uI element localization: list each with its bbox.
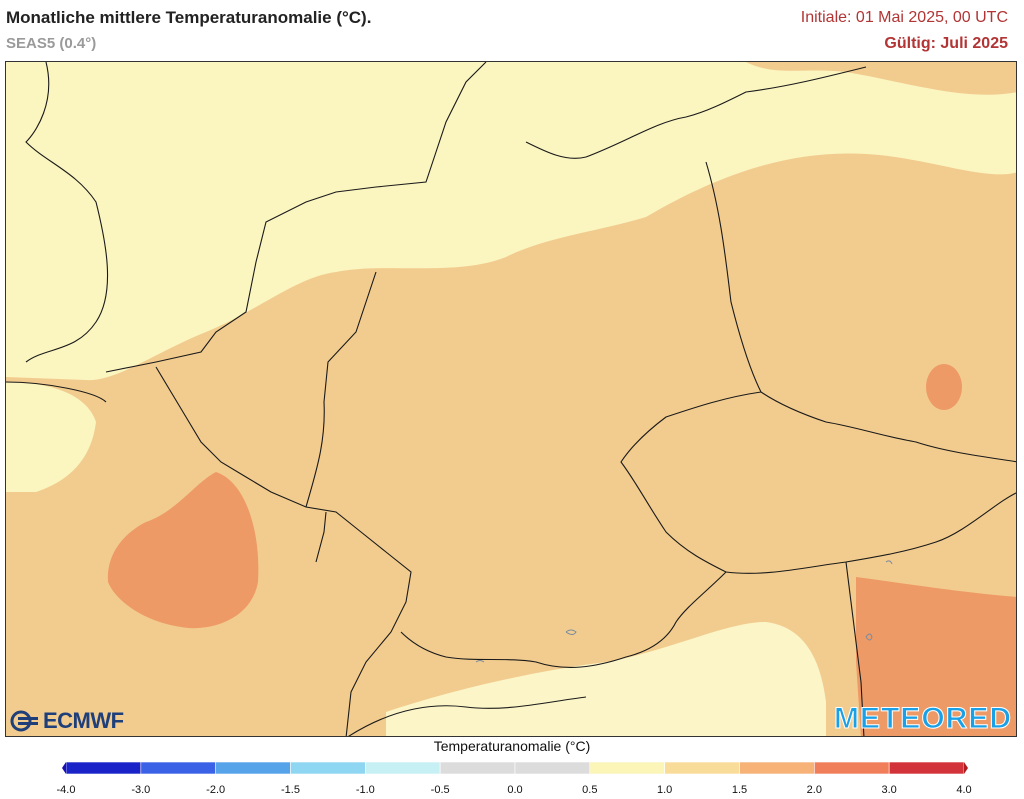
anomaly-zone-baltic: [746, 62, 1016, 95]
ecmwf-wordmark: ECMWF: [43, 708, 124, 733]
colorbar: [62, 761, 968, 775]
colorbar-cell: [140, 761, 216, 775]
colorbar-tick-label: -1.0: [355, 784, 375, 796]
model-label: SEAS5 (0.4°): [6, 35, 97, 52]
map-title: Monatliche mittlere Temperaturanomalie (…: [6, 8, 372, 27]
colorbar-tick-label: 2.0: [806, 784, 822, 796]
colorbar-cell: [814, 761, 890, 775]
colorbar-tick-label: -0.5: [430, 784, 450, 796]
valid-period: Gültig: Juli 2025: [884, 35, 1008, 52]
meteored-logo: METEORED: [833, 702, 1012, 736]
colorbar-tick-label: -4.0: [56, 784, 76, 796]
colorbar-high-arrow: [964, 762, 968, 774]
map-canvas: [6, 62, 1016, 736]
colorbar-cell: [739, 761, 815, 775]
anomaly-zone-alps: [386, 622, 826, 736]
ecmwf-icon: [10, 710, 38, 732]
colorbar-tick-label: 0.5: [582, 784, 598, 796]
colorbar-cell: [365, 761, 441, 775]
colorbar-cell: [514, 761, 591, 775]
anomaly-zone-france: [107, 472, 259, 629]
colorbar-tick-label: 4.0: [956, 784, 972, 796]
colorbar-labels: -4.0 -3.0 -2.0 -1.5 -1.0 -0.5 0.0 0.5 1.0 1.5 2.0 3…: [0, 784, 1024, 798]
colorbar-tick-label: 1.5: [731, 784, 748, 796]
colorbar-tick-label: 3.0: [881, 784, 897, 796]
lakes: [475, 560, 893, 663]
init-time: Initiale: 01 Mai 2025, 00 UTC: [800, 9, 1008, 26]
anomaly-zone-north: [6, 62, 1016, 381]
colorbar-cell: [888, 761, 965, 775]
colorbar-tick-label: 0.0: [507, 784, 523, 796]
colorbar-cell: [589, 761, 665, 775]
colorbar-tick-label: -1.5: [281, 784, 300, 796]
colorbar-cell: [664, 761, 740, 775]
anomaly-zone-austria: [856, 577, 1016, 736]
anomaly-map[interactable]: ECMWF METEORED: [5, 61, 1017, 737]
anomaly-zone-west: [6, 382, 96, 492]
anomaly-zone-poland: [926, 364, 962, 410]
colorbar-cell: [215, 761, 291, 775]
ecmwf-logo: ECMWF: [10, 708, 124, 734]
colorbar-cell: [290, 761, 366, 775]
borders: [6, 62, 1016, 736]
legend-title: Temperaturanomalie (°C): [433, 738, 591, 754]
colorbar-cell: [65, 761, 142, 775]
colorbar-low-arrow: [62, 762, 66, 774]
colorbar-cell: [439, 761, 516, 775]
colorbar-tick-label: -3.0: [131, 784, 151, 796]
colorbar-tick-label: -2.0: [206, 784, 226, 796]
colorbar-tick-label: 1.0: [657, 784, 673, 796]
